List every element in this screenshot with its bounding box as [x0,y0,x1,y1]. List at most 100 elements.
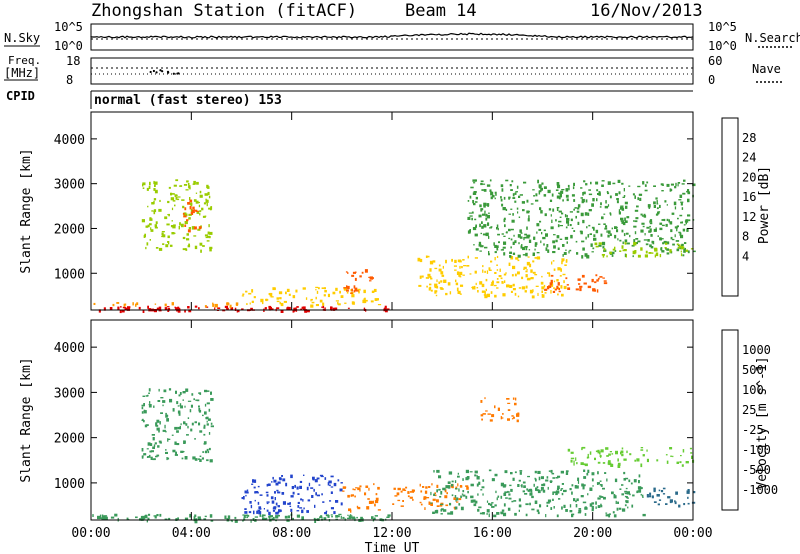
scatter-cell [208,236,211,239]
scatter-cell [569,249,572,252]
scatter-cell [614,246,616,251]
scatter-cell [617,464,621,468]
scatter-cell [153,188,156,191]
scatter-cell [142,395,146,397]
scatter-cell [666,204,668,206]
scatter-cell [687,198,690,203]
scatter-cell [677,183,679,187]
scatter-cell [271,518,274,520]
scatter-cell [632,255,634,258]
scatter-cell [312,478,315,481]
scatter-cell [292,491,295,495]
scatter-cell [198,405,200,408]
scatter-cell [596,198,598,202]
scatter-cell [606,478,608,482]
scatter-cell [281,475,283,477]
y-tick-label: 3000 [54,386,85,401]
scatter-cell [482,479,485,482]
scatter-cell [159,513,162,517]
scatter-cell [301,509,304,514]
scatter-cell [540,281,544,285]
scatter-cell [377,509,381,511]
scatter-cell [589,233,592,235]
scatter-cell [501,281,504,284]
scatter-cell [510,238,513,241]
scatter-cell [508,196,511,199]
scatter-cell [174,306,176,309]
scatter-cell [469,229,471,233]
scatter-cell [679,214,683,217]
scatter-cell [330,307,333,310]
scatter-cell [498,241,500,244]
scatter-cell [146,519,148,523]
scatter-cell [141,404,144,407]
scatter-cell [530,489,533,493]
scatter-cell [307,310,310,313]
velocity-colorbar-label: Velocity [m s^-1] [755,356,770,489]
scatter-cell [513,500,517,502]
scatter-cell [624,490,627,493]
scatter-cell [148,513,151,516]
scatter-cell [543,243,545,246]
scatter-cell [205,450,207,454]
scatter-cell [676,228,678,232]
scatter-cell [656,203,659,205]
scatter-cell [509,251,512,254]
scatter-cell [276,489,279,492]
scatter-cell [514,471,517,474]
scatter-cell [534,244,537,247]
scatter-cell [279,297,282,300]
scatter-cell [354,277,357,281]
scatter-cell [646,181,649,184]
scatter-cell [154,226,158,229]
scatter-cell [241,295,245,297]
scatter-cell [565,470,569,473]
scatter-cell [565,249,567,251]
scatter-cell [594,281,597,284]
scatter-cell [165,244,169,248]
scatter-cell [527,256,530,258]
scatter-cell [500,495,503,499]
scatter-cell [626,496,628,499]
scatter-cell [347,494,350,498]
scatter-cell [435,509,439,513]
scatter-cell [547,499,552,503]
scatter-cell [501,509,505,512]
scatter-cell [541,294,545,298]
scatter-cell [158,247,163,251]
scatter-cell [325,514,329,517]
scatter-cell [566,220,570,224]
scatter-cell [672,455,674,458]
scatter-cell [348,515,352,520]
scatter-cell [504,470,508,474]
scatter-cell [280,309,284,313]
scatter-cell [545,514,547,518]
scatter-cell [596,279,599,282]
scatter-cell [544,213,547,217]
scatter-cell [491,414,495,418]
scatter-cell [308,482,311,487]
scatter-cell [322,302,325,306]
scatter-cell [151,434,155,436]
scatter-cell [481,221,483,224]
scatter-cell [602,462,606,464]
scatter-cell [357,506,361,510]
scatter-cell [541,294,543,296]
scatter-cell [680,455,682,457]
scatter-cell [686,490,690,494]
scatter-cell [550,214,552,217]
scatter-cell [440,513,443,515]
scatter-cell [634,195,636,199]
scatter-cell [607,234,610,238]
scatter-cell [342,490,345,492]
scatter-cell [483,189,487,192]
scatter-cell [624,217,626,221]
scatter-cell [153,210,156,215]
scatter-cell [512,265,516,270]
scatter-cell [103,307,106,311]
scatter-cell [560,470,564,474]
scatter-cell [143,453,147,456]
scatter-cell [658,499,662,501]
scatter-cell [135,303,137,307]
scatter-cell [624,253,627,258]
